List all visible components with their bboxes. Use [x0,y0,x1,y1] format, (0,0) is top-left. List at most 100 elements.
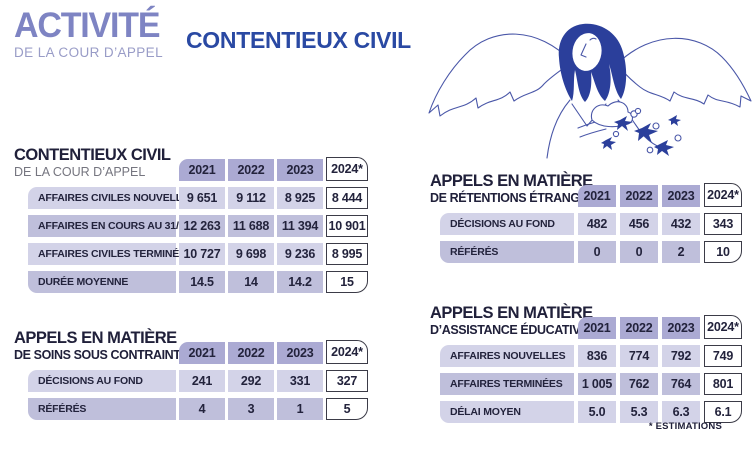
cell-2022: 14 [228,271,274,294]
row-label: AFFAIRES TERMINÉES [440,373,574,396]
year-header: 2021 [578,185,616,208]
table-subtitle: DE SOINS SOUS CONTRAINTES [14,347,197,362]
year-header-estimate: 2024* [326,157,368,182]
cell-2023: 6.3 [662,401,700,424]
cell-2024-estimate: 749 [704,345,742,368]
table-header-row: CONTENTIEUX CIVIL DE LA COUR D’APPEL 202… [14,146,368,182]
cell-2022: 292 [228,370,274,393]
cell-2024-estimate: 6.1 [704,401,742,424]
cell-2021: 0 [578,241,616,264]
cell-2024-estimate: 5 [326,398,368,421]
year-header: 2021 [179,342,225,365]
left-arm [547,100,570,158]
row-label: DÉCISIONS AU FOND [440,213,574,236]
cell-2023: 8 925 [277,187,323,210]
year-header: 2022 [620,317,658,340]
table-title: APPELS EN MATIÈRE [14,329,177,347]
year-header: 2022 [620,185,658,208]
cell-2022: 456 [620,213,658,236]
cell-2021: 14.5 [179,271,225,294]
cell-2023: 11 394 [277,215,323,238]
cell-2021: 1 005 [578,373,616,396]
table-title-block: APPELS EN MATIÈRE DE RÉTENTIONS ÉTRANGER… [430,172,605,207]
year-header: 2023 [662,317,700,340]
table-retentions-etrangers: APPELS EN MATIÈRE DE RÉTENTIONS ÉTRANGER… [430,172,742,264]
cell-2023: 2 [662,241,700,264]
table-subtitle: D’ASSISTANCE ÉDUCATIVE [430,322,589,337]
cell-2023: 792 [662,345,700,368]
cell-2021: 10 727 [179,243,225,266]
year-header-estimate: 2024* [326,340,368,365]
table-title: APPELS EN MATIÈRE [430,304,593,322]
table-header-row: APPELS EN MATIÈRE DE RÉTENTIONS ÉTRANGER… [430,172,742,208]
table-soins-sous-contraintes: APPELS EN MATIÈRE DE SOINS SOUS CONTRAIN… [14,329,368,421]
table-subtitle: DE RÉTENTIONS ÉTRANGERS [430,190,605,205]
table-title-block: APPELS EN MATIÈRE D’ASSISTANCE ÉDUCATIVE [430,304,593,339]
year-header: 2022 [228,159,274,182]
cell-2021: 12 263 [179,215,225,238]
table-subtitle: DE LA COUR D’APPEL [14,164,146,179]
cell-2023: 432 [662,213,700,236]
cell-2024-estimate: 801 [704,373,742,396]
table-body: AFFAIRES NOUVELLES 836 774 792 749 AFFAI… [440,345,742,424]
table-header-row: APPELS EN MATIÈRE DE SOINS SOUS CONTRAIN… [14,329,368,365]
chest-line-2 [580,129,606,137]
row-label: DURÉE MOYENNE [28,271,176,294]
cell-2024-estimate: 8 995 [326,243,368,266]
table-title: CONTENTIEUX CIVIL [14,146,171,164]
outlined-blossoms [613,108,681,152]
row-label: RÉFÉRÉS [440,241,574,264]
table-header-row: APPELS EN MATIÈRE D’ASSISTANCE ÉDUCATIVE… [430,304,742,340]
cell-2021: 836 [578,345,616,368]
brand-title: ACTIVITÉ [14,6,161,45]
cell-2022: 11 688 [228,215,274,238]
cell-2023: 9 236 [277,243,323,266]
table-body: AFFAIRES CIVILES NOUVELLES 9 651 9 112 8… [28,187,368,294]
nose-line [581,44,586,57]
row-label: AFFAIRES CIVILES TERMINÉES [28,243,193,266]
cell-2021: 9 651 [179,187,225,210]
cell-2021: 5.0 [578,401,616,424]
cell-2024-estimate: 10 901 [326,215,368,238]
page-title: CONTENTIEUX CIVIL [186,27,411,53]
row-label: AFFAIRES EN COURS AU 31/12 [28,215,190,238]
year-header: 2021 [578,317,616,340]
year-header-estimate: 2024* [704,183,742,208]
cell-2022: 5.3 [620,401,658,424]
birds-and-blossoms [601,115,681,156]
cell-2022: 9 698 [228,243,274,266]
row-label: AFFAIRES NOUVELLES [440,345,574,368]
brand-block: ACTIVITÉ DE LA COUR D’APPEL [14,8,164,60]
cell-2022: 0 [620,241,658,264]
cell-2021: 4 [179,398,225,421]
cell-2021: 482 [578,213,616,236]
year-header-estimate: 2024* [704,315,742,340]
angel-illustration [420,23,756,164]
year-header: 2023 [277,342,323,365]
year-header: 2022 [228,342,274,365]
cell-2023: 331 [277,370,323,393]
cell-2021: 241 [179,370,225,393]
table-title-block: CONTENTIEUX CIVIL DE LA COUR D’APPEL [14,146,176,181]
right-wing [617,38,751,107]
cell-2023: 1 [277,398,323,421]
cell-2023: 764 [662,373,700,396]
cell-2022: 774 [620,345,658,368]
table-contentieux-civil: CONTENTIEUX CIVIL DE LA COUR D’APPEL 202… [14,146,368,294]
year-header: 2021 [179,159,225,182]
year-header: 2023 [662,185,700,208]
row-label: RÉFÉRÉS [28,398,176,421]
row-label: DÉCISIONS AU FOND [28,370,176,393]
cell-2024-estimate: 327 [326,370,368,393]
cell-2022: 3 [228,398,274,421]
estimations-footnote: * ESTIMATIONS [648,421,722,432]
year-header: 2023 [277,159,323,182]
cell-2023: 14.2 [277,271,323,294]
cell-2022: 9 112 [228,187,274,210]
cell-2024-estimate: 15 [326,271,368,294]
cell-2024-estimate: 8 444 [326,187,368,210]
row-label: AFFAIRES CIVILES NOUVELLES [28,187,196,210]
cell-2024-estimate: 343 [704,213,742,236]
table-body: DÉCISIONS AU FOND 241 292 331 327 RÉFÉRÉ… [28,370,368,421]
